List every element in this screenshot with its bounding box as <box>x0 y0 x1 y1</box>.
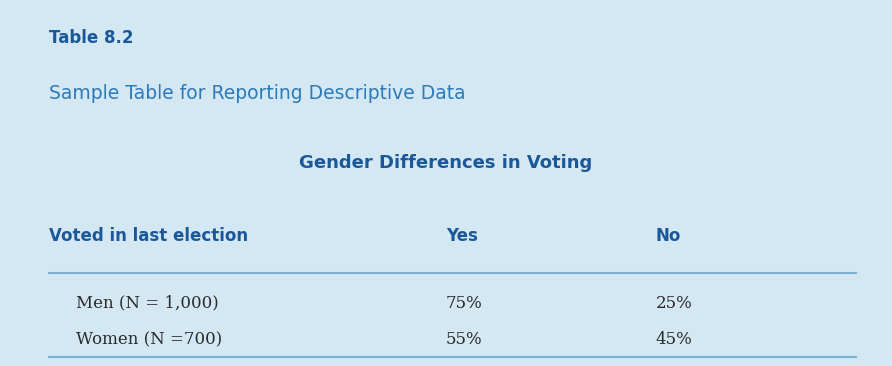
Text: Sample Table for Reporting Descriptive Data: Sample Table for Reporting Descriptive D… <box>49 84 466 103</box>
Text: No: No <box>656 227 681 245</box>
Text: 55%: 55% <box>446 331 483 348</box>
Text: Men (N = 1,000): Men (N = 1,000) <box>76 295 219 311</box>
Text: 75%: 75% <box>446 295 483 311</box>
Text: Table 8.2: Table 8.2 <box>49 29 134 47</box>
Text: Voted in last election: Voted in last election <box>49 227 248 245</box>
Text: Women (N =700): Women (N =700) <box>76 331 222 348</box>
Text: 25%: 25% <box>656 295 692 311</box>
Text: Yes: Yes <box>446 227 478 245</box>
Text: Gender Differences in Voting: Gender Differences in Voting <box>300 154 592 172</box>
Text: 45%: 45% <box>656 331 692 348</box>
